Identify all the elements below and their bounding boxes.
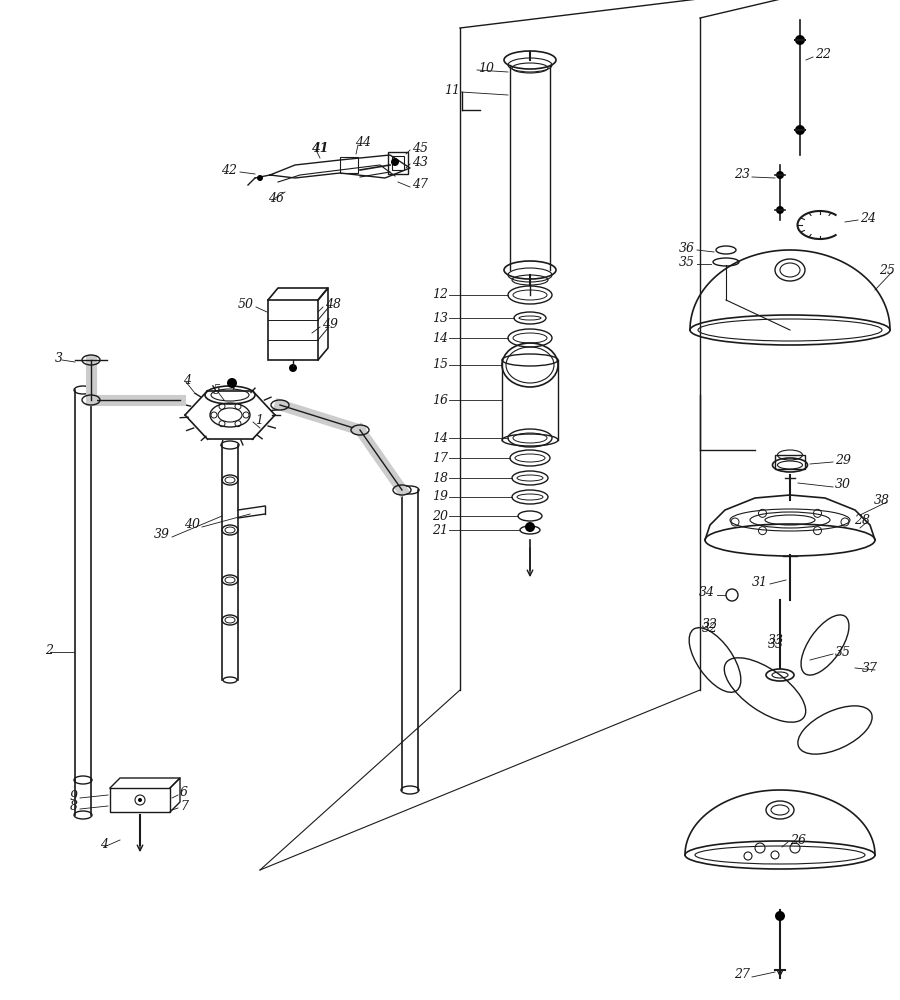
Text: 35: 35 — [679, 255, 695, 268]
Text: 41: 41 — [312, 141, 329, 154]
Text: 15: 15 — [432, 359, 448, 371]
Text: 2: 2 — [45, 644, 53, 656]
Text: 10: 10 — [478, 62, 494, 75]
Bar — [340, 157, 358, 173]
Text: 8: 8 — [70, 800, 78, 814]
Text: 18: 18 — [432, 472, 448, 485]
Bar — [392, 156, 404, 170]
Text: 27: 27 — [734, 968, 750, 982]
Text: 12: 12 — [432, 288, 448, 302]
Text: 40: 40 — [184, 518, 200, 532]
Circle shape — [776, 206, 784, 214]
Circle shape — [776, 171, 784, 179]
Text: 16: 16 — [432, 393, 448, 406]
Text: 48: 48 — [325, 298, 341, 312]
Text: 39: 39 — [154, 528, 170, 542]
Circle shape — [525, 522, 535, 532]
Circle shape — [257, 175, 263, 181]
Circle shape — [795, 35, 805, 45]
Circle shape — [289, 364, 297, 372]
Text: 4: 4 — [183, 373, 191, 386]
Text: 13: 13 — [432, 312, 448, 324]
Text: 35: 35 — [835, 646, 851, 658]
Text: 31: 31 — [752, 576, 768, 588]
Bar — [268, 300, 318, 360]
Text: 46: 46 — [268, 192, 284, 205]
Text: 14: 14 — [432, 432, 448, 444]
Text: 33: 33 — [768, 638, 784, 650]
Text: 36: 36 — [679, 241, 695, 254]
Text: 23: 23 — [734, 168, 750, 182]
Text: 47: 47 — [412, 178, 428, 192]
Text: 30: 30 — [835, 479, 851, 491]
Text: 7: 7 — [180, 800, 188, 812]
Text: 3: 3 — [55, 352, 63, 364]
Text: 17: 17 — [432, 452, 448, 464]
Bar — [388, 152, 408, 174]
Text: 25: 25 — [879, 263, 895, 276]
Bar — [775, 455, 805, 469]
Circle shape — [391, 158, 399, 166]
Text: 45: 45 — [412, 141, 428, 154]
Text: 42: 42 — [221, 163, 237, 176]
Text: 32: 32 — [702, 618, 718, 632]
Text: 24: 24 — [860, 212, 876, 225]
Circle shape — [775, 911, 785, 921]
Circle shape — [795, 125, 805, 135]
Text: 9: 9 — [70, 790, 78, 802]
Text: 28: 28 — [854, 514, 870, 526]
Text: 29: 29 — [835, 454, 851, 466]
Text: 34: 34 — [699, 586, 715, 599]
Text: 32: 32 — [702, 621, 718, 635]
Text: 20: 20 — [432, 510, 448, 522]
Text: 50: 50 — [238, 298, 254, 312]
Text: 1: 1 — [255, 414, 263, 426]
Text: 14: 14 — [432, 332, 448, 344]
Text: 38: 38 — [874, 493, 890, 506]
Circle shape — [227, 378, 237, 388]
Text: 37: 37 — [862, 662, 878, 674]
Text: 4: 4 — [100, 838, 108, 852]
Text: 33: 33 — [768, 634, 784, 647]
Text: 11: 11 — [444, 84, 460, 97]
Text: 43: 43 — [412, 155, 428, 168]
Text: 6: 6 — [180, 786, 188, 800]
Text: 49: 49 — [322, 318, 338, 332]
Text: 22: 22 — [815, 48, 831, 62]
Circle shape — [138, 798, 142, 802]
Text: 19: 19 — [432, 490, 448, 504]
Text: 5: 5 — [213, 383, 221, 396]
Text: 44: 44 — [355, 136, 371, 149]
Text: 26: 26 — [790, 834, 806, 846]
Text: 21: 21 — [432, 524, 448, 536]
